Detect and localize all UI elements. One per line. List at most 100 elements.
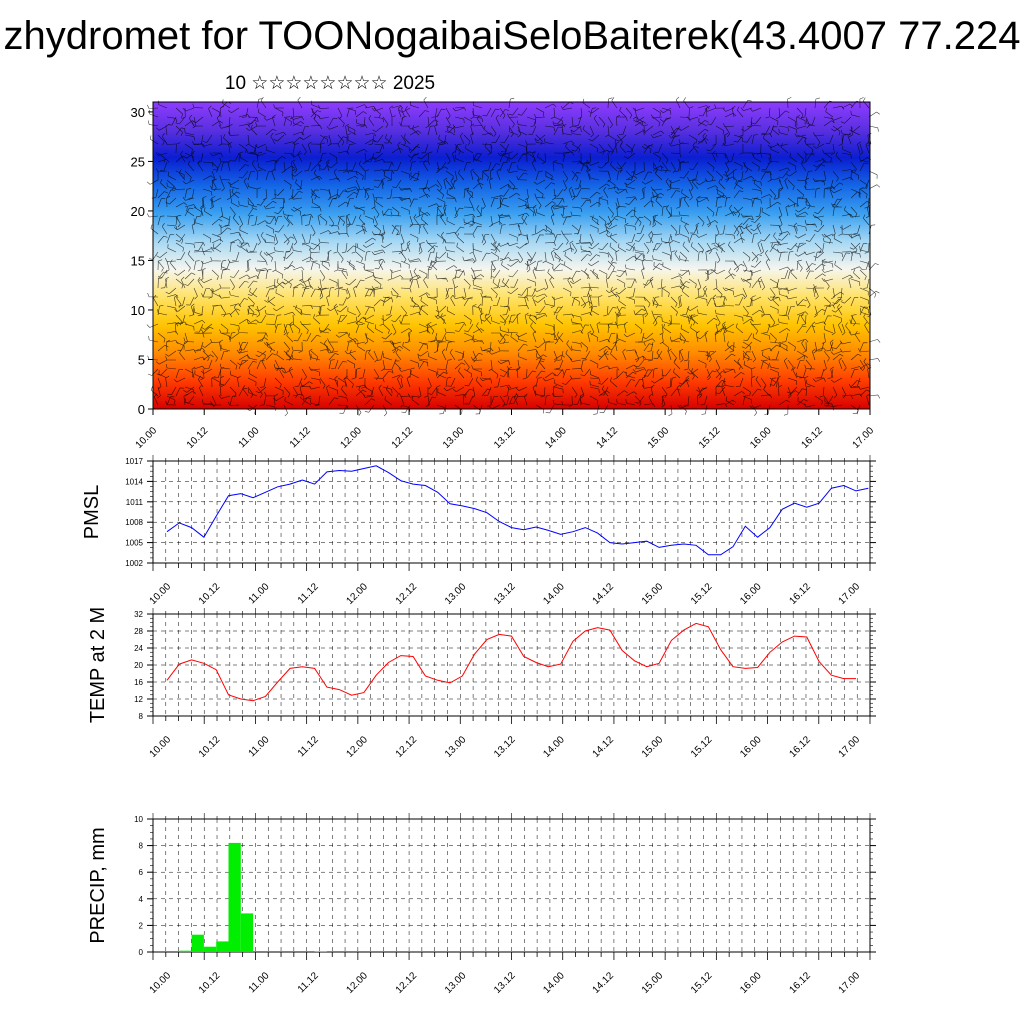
x-tick-label: 10.12 — [197, 970, 223, 996]
y-tick-label: 28 — [134, 627, 143, 636]
x-tick-label: 10.00 — [148, 970, 174, 996]
x-tick-label: 11.00 — [247, 734, 272, 759]
x-tick-label: 16.00 — [738, 734, 764, 760]
x-tick-label: 13.12 — [492, 734, 518, 760]
x-tick-label: 10.12 — [185, 425, 211, 451]
grid — [153, 461, 870, 563]
y-tick-label: 1017 — [125, 457, 143, 466]
y-tick-label: 1008 — [125, 518, 143, 527]
y-tick-label: 1011 — [126, 498, 144, 507]
y-tick-label: 1005 — [125, 539, 143, 548]
y-tick-label: 6 — [139, 868, 144, 877]
y-tick-label: 16 — [134, 678, 143, 687]
x-tick-label: 10.00 — [134, 425, 160, 451]
y-tick-label: 30 — [131, 105, 145, 120]
x-tick-label: 15.12 — [689, 970, 715, 996]
y-axis-label: PMSL — [81, 485, 103, 539]
x-tick-label: 13.00 — [441, 425, 467, 451]
y-tick-label: 25 — [131, 154, 145, 169]
vertical-profile-panel: 0 5 10 15 20 25 30 10.00 10.12 11.00 11.12 12.00 12.… — [131, 96, 881, 451]
x-tick-label: 14.00 — [541, 970, 567, 996]
y-tick-label: 1002 — [125, 559, 143, 568]
x-tick-label: 13.12 — [492, 425, 518, 451]
x-tick-label: 11.00 — [247, 581, 272, 606]
y-tick-label: 20 — [134, 661, 143, 670]
x-tick-label: 15.00 — [640, 734, 666, 760]
pmsl-panel: 1002 1005 1008 1011 1014 1017 10.00 10.12 11.00 1… — [81, 455, 876, 607]
precip-bar — [240, 913, 254, 952]
precip-bar — [203, 946, 217, 952]
x-tick-label: 13.00 — [443, 970, 469, 996]
pmsl-series-line — [166, 465, 869, 556]
x-tick-label: 12.12 — [394, 581, 420, 607]
y-tick-label: 12 — [134, 695, 143, 704]
x-tick-label: 15.00 — [646, 425, 672, 451]
temp-panel: 8 12 16 20 24 28 32 10.00 10.12 11.00 11.12 12.00 12… — [87, 607, 876, 760]
page-title: zhydromet for TOONogaibaiSeloBaiterek(43… — [3, 14, 1021, 58]
x-tick-label: 15.12 — [697, 425, 723, 451]
x-tick-label: 10.12 — [197, 581, 223, 607]
x-tick-label: 12.12 — [390, 425, 416, 451]
x-tick-label: 15.00 — [640, 970, 666, 996]
page-subtitle: 10 ☆☆☆☆☆☆☆☆ 2025 — [224, 73, 436, 94]
x-tick-label: 13.00 — [443, 734, 469, 760]
x-tick-label: 12.00 — [345, 581, 371, 607]
x-tick-label: 16.00 — [738, 970, 764, 996]
precip-bar — [228, 842, 241, 952]
x-tick-label: 11.12 — [296, 970, 321, 995]
x-tick-label: 14.00 — [543, 425, 569, 451]
x-tick-label: 16.12 — [799, 425, 825, 451]
temp-series-line — [166, 622, 856, 702]
y-tick-label: 5 — [138, 352, 145, 367]
x-tick-label: 10.00 — [148, 581, 174, 607]
x-tick-label: 15.12 — [689, 581, 715, 607]
x-tick-label: 14.12 — [591, 734, 617, 760]
y-tick-label: 1014 — [125, 477, 143, 486]
y-tick-label: 4 — [139, 895, 144, 904]
x-tick-label: 14.12 — [591, 581, 617, 607]
x-tick-label: 11.00 — [237, 425, 262, 450]
precip-bar — [179, 950, 192, 952]
grid — [153, 614, 870, 716]
x-tick-label: 11.00 — [247, 970, 272, 995]
grid — [153, 819, 870, 952]
y-tick-label: 0 — [139, 948, 144, 957]
y-tick-label: 2 — [139, 921, 144, 930]
y-axis-label: TEMP at 2 M — [87, 607, 109, 723]
y-axis-label: PRECIP, mm — [87, 827, 109, 943]
x-tick-label: 10.00 — [148, 734, 174, 760]
wind-barbs — [146, 96, 881, 417]
x-tick-label: 16.12 — [787, 581, 813, 607]
x-tick-label: 16.00 — [738, 581, 764, 607]
x-tick-label: 15.12 — [689, 734, 715, 760]
precip-bar — [191, 934, 204, 952]
x-tick-label: 15.00 — [640, 581, 666, 607]
y-tick-label: 15 — [131, 253, 145, 268]
x-tick-label: 17.00 — [837, 970, 863, 996]
x-tick-label: 11.12 — [296, 581, 321, 606]
y-tick-label: 10 — [134, 815, 143, 824]
precip-bar — [314, 951, 327, 952]
x-tick-label: 12.00 — [345, 970, 371, 996]
y-tick-label: 24 — [134, 644, 143, 653]
x-tick-label: 12.00 — [345, 734, 371, 760]
x-tick-label: 17.00 — [851, 425, 877, 451]
x-tick-label: 16.00 — [748, 425, 774, 451]
x-tick-label: 14.00 — [541, 734, 567, 760]
x-tick-label: 13.12 — [492, 581, 518, 607]
precip-bar — [216, 941, 229, 952]
x-tick-label: 13.12 — [492, 970, 518, 996]
x-tick-label: 12.12 — [394, 970, 420, 996]
x-tick-label: 17.00 — [837, 734, 863, 760]
x-tick-label: 17.00 — [837, 581, 863, 607]
precip-panel: 0 2 4 6 8 10 10.00 10.12 11.00 11.12 12.00 12.12 13.… — [87, 813, 876, 996]
x-tick-label: 11.12 — [288, 425, 313, 450]
x-tick-label: 16.12 — [787, 970, 813, 996]
y-tick-label: 0 — [138, 402, 145, 417]
x-tick-label: 14.12 — [595, 425, 621, 451]
x-tick-label: 14.12 — [591, 970, 617, 996]
y-tick-label: 32 — [134, 610, 143, 619]
x-tick-label: 12.12 — [394, 734, 420, 760]
x-tick-label: 12.00 — [339, 425, 365, 451]
